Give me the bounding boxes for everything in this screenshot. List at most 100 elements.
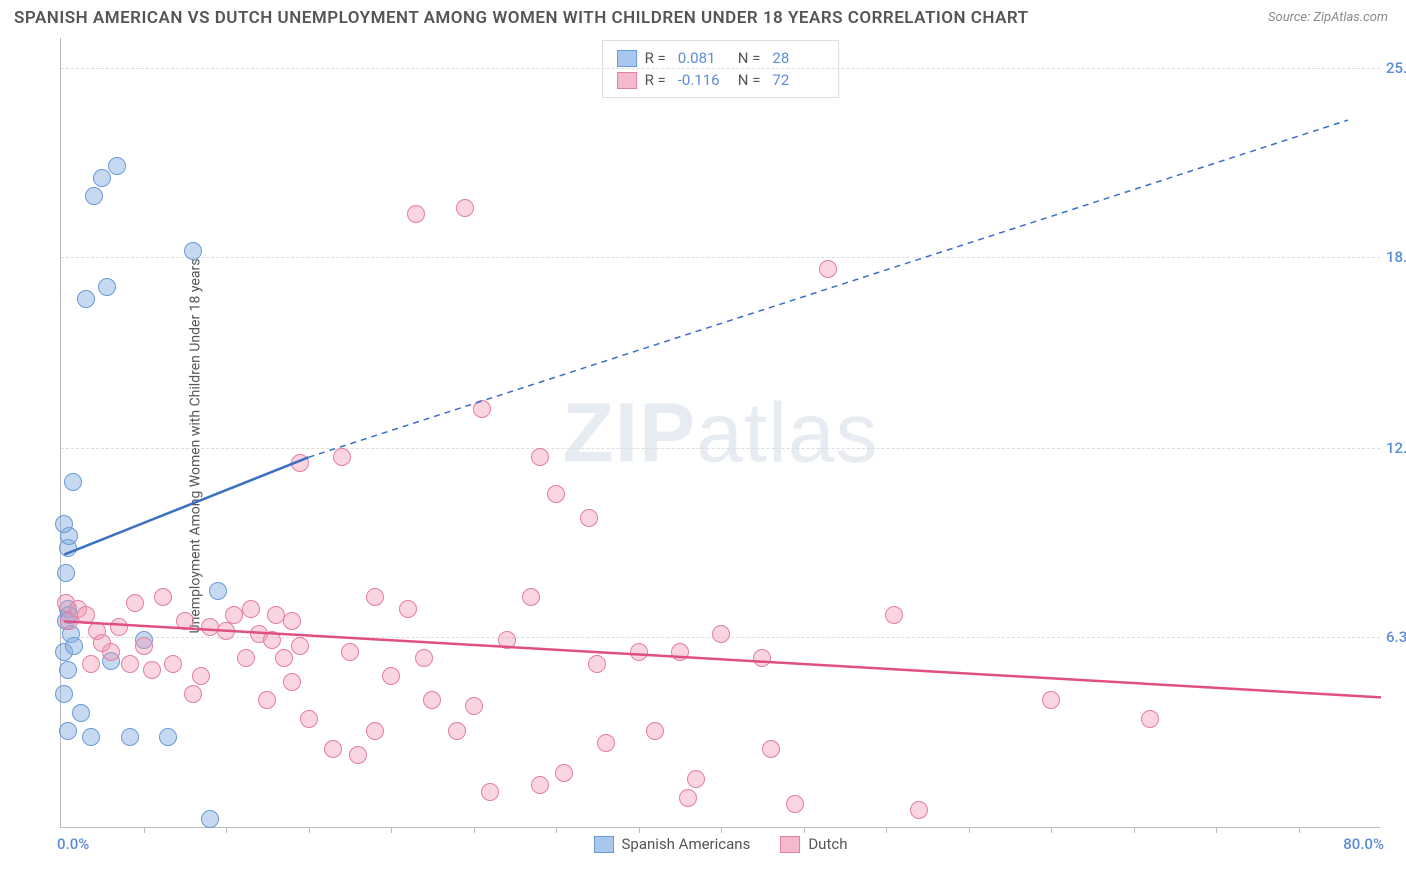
scatter-point bbox=[110, 618, 128, 636]
scatter-point bbox=[910, 801, 928, 819]
scatter-point bbox=[201, 618, 219, 636]
x-tick bbox=[474, 827, 475, 833]
scatter-point bbox=[184, 242, 202, 260]
scatter-point bbox=[121, 655, 139, 673]
x-tick bbox=[1051, 827, 1052, 833]
scatter-point bbox=[300, 710, 318, 728]
scatter-point bbox=[85, 187, 103, 205]
y-tick-label: 25.0% bbox=[1386, 59, 1406, 77]
scatter-point bbox=[885, 606, 903, 624]
scatter-point bbox=[1042, 691, 1060, 709]
scatter-point bbox=[366, 722, 384, 740]
scatter-point bbox=[448, 722, 466, 740]
scatter-point bbox=[407, 205, 425, 223]
scatter-point bbox=[237, 649, 255, 667]
scatter-point bbox=[242, 600, 260, 618]
scatter-point bbox=[547, 485, 565, 503]
scatter-point bbox=[349, 746, 367, 764]
scatter-point bbox=[753, 649, 771, 667]
scatter-point bbox=[366, 588, 384, 606]
chart-source: Source: ZipAtlas.com bbox=[1268, 10, 1388, 25]
scatter-point bbox=[263, 631, 281, 649]
scatter-point bbox=[382, 667, 400, 685]
scatter-point bbox=[82, 655, 100, 673]
trend-lines bbox=[61, 38, 1381, 828]
scatter-point bbox=[98, 278, 116, 296]
scatter-point bbox=[135, 637, 153, 655]
scatter-point bbox=[267, 606, 285, 624]
scatter-point bbox=[159, 728, 177, 746]
gridline bbox=[61, 448, 1380, 449]
x-tick bbox=[391, 827, 392, 833]
legend-swatch-b1 bbox=[780, 836, 800, 853]
scatter-point bbox=[209, 582, 227, 600]
scatter-point bbox=[59, 722, 77, 740]
scatter-point bbox=[121, 728, 139, 746]
scatter-point bbox=[184, 685, 202, 703]
gridline bbox=[61, 257, 1380, 258]
scatter-point bbox=[646, 722, 664, 740]
scatter-point bbox=[341, 643, 359, 661]
chart-title: SPANISH AMERICAN VS DUTCH UNEMPLOYMENT A… bbox=[14, 8, 1029, 28]
watermark: ZIPatlas bbox=[562, 384, 878, 481]
scatter-point bbox=[93, 169, 111, 187]
legend-series-item-0: Spanish Americans bbox=[594, 835, 751, 853]
scatter-point bbox=[283, 673, 301, 691]
scatter-point bbox=[291, 454, 309, 472]
scatter-point bbox=[531, 448, 549, 466]
scatter-point bbox=[82, 728, 100, 746]
scatter-point bbox=[588, 655, 606, 673]
scatter-point bbox=[423, 691, 441, 709]
scatter-point bbox=[671, 643, 689, 661]
scatter-point bbox=[687, 770, 705, 788]
scatter-point bbox=[65, 637, 83, 655]
x-tick bbox=[969, 827, 970, 833]
legend-stats-row-0: R = 0.081 N = 28 bbox=[617, 47, 825, 69]
x-tick bbox=[309, 827, 310, 833]
legend-swatch-b0 bbox=[594, 836, 614, 853]
x-tick bbox=[639, 827, 640, 833]
x-tick bbox=[556, 827, 557, 833]
legend-swatch-1 bbox=[617, 72, 637, 89]
scatter-point bbox=[555, 764, 573, 782]
scatter-point bbox=[399, 600, 417, 618]
legend-swatch-0 bbox=[617, 50, 637, 67]
scatter-point bbox=[192, 667, 210, 685]
legend-stats-row-1: R = -0.116 N = 72 bbox=[617, 69, 825, 91]
x-max-label: 80.0% bbox=[1343, 835, 1384, 853]
scatter-point bbox=[819, 260, 837, 278]
y-tick-label: 12.5% bbox=[1386, 439, 1406, 457]
x-tick bbox=[144, 827, 145, 833]
scatter-point bbox=[481, 783, 499, 801]
scatter-point bbox=[64, 473, 82, 491]
scatter-point bbox=[258, 691, 276, 709]
x-tick bbox=[226, 827, 227, 833]
legend-series-label-1: Dutch bbox=[808, 835, 847, 853]
scatter-point bbox=[415, 649, 433, 667]
x-tick bbox=[1216, 827, 1217, 833]
scatter-point bbox=[456, 199, 474, 217]
scatter-point bbox=[77, 290, 95, 308]
scatter-point bbox=[275, 649, 293, 667]
scatter-point bbox=[108, 157, 126, 175]
scatter-point bbox=[531, 776, 549, 794]
x-tick bbox=[886, 827, 887, 833]
scatter-point bbox=[580, 509, 598, 527]
legend-series-item-1: Dutch bbox=[780, 835, 847, 853]
scatter-point bbox=[59, 661, 77, 679]
scatter-point bbox=[283, 612, 301, 630]
scatter-point bbox=[291, 637, 309, 655]
scatter-point bbox=[72, 704, 90, 722]
legend-r-value-1: -0.116 bbox=[678, 71, 730, 89]
scatter-point bbox=[57, 564, 75, 582]
correlation-chart: SPANISH AMERICAN VS DUTCH UNEMPLOYMENT A… bbox=[0, 0, 1406, 892]
scatter-point bbox=[597, 734, 615, 752]
legend-series-label-0: Spanish Americans bbox=[622, 835, 751, 853]
x-tick bbox=[804, 827, 805, 833]
plot-area: ZIPatlas R = 0.081 N = 28 R = -0.116 N =… bbox=[60, 38, 1380, 828]
x-tick bbox=[721, 827, 722, 833]
scatter-point bbox=[473, 400, 491, 418]
scatter-point bbox=[164, 655, 182, 673]
scatter-point bbox=[762, 740, 780, 758]
scatter-point bbox=[786, 795, 804, 813]
